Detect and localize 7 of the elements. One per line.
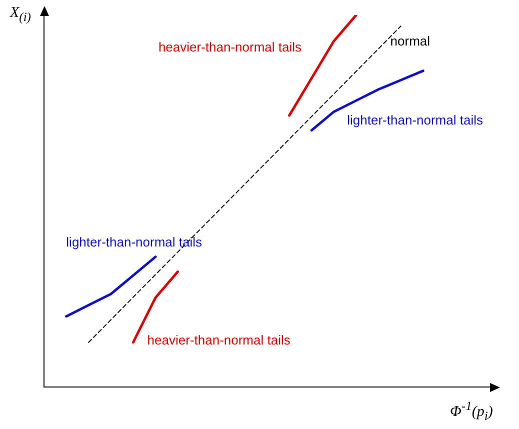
x-axis-title: Φ$^{-1}$(p$_{i}$)	[450, 399, 493, 424]
annotation: lighter-than-normal tails	[347, 112, 484, 128]
annotation: heavier-than-normal tails	[147, 332, 291, 348]
annotation: normal	[390, 34, 430, 49]
y-axis-title: X$_{(i)}$	[10, 5, 31, 25]
annotation: lighter-than-normal tails	[66, 234, 203, 250]
annotation: heavier-than-normal tails	[158, 40, 302, 55]
